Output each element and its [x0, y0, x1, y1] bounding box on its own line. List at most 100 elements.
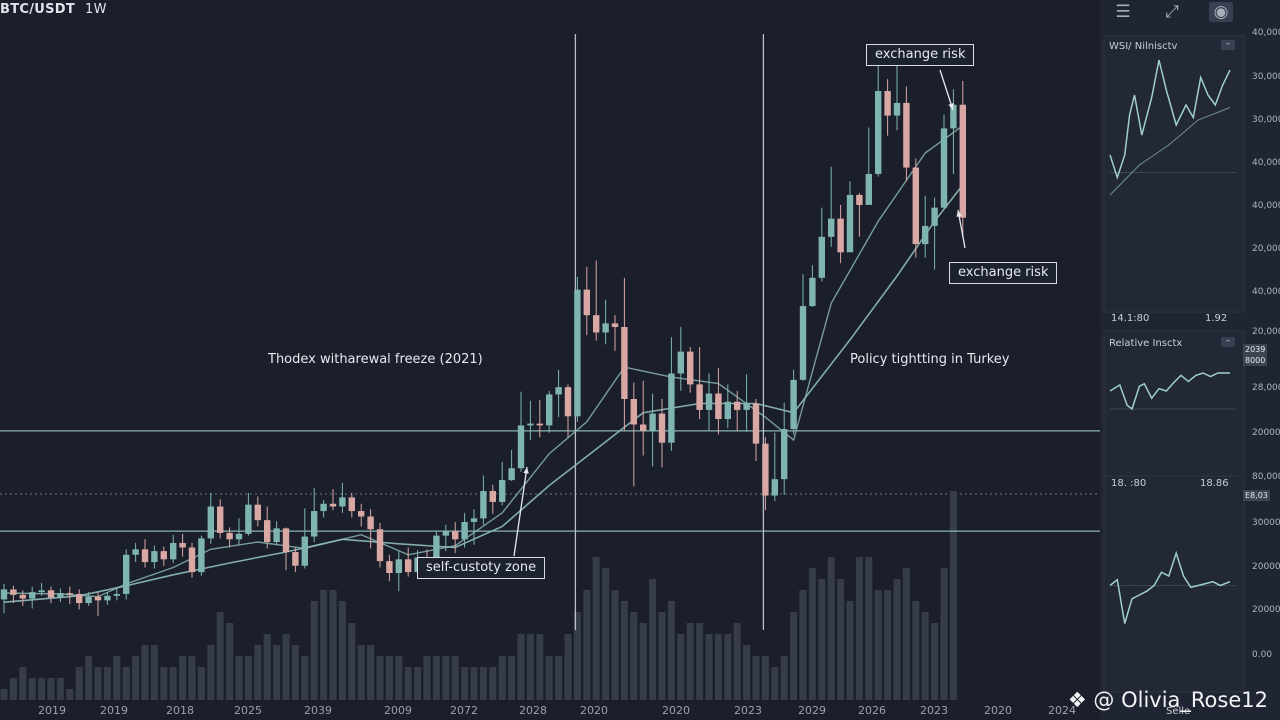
volume-bar — [160, 667, 168, 700]
volume-bar — [855, 557, 863, 700]
candle-body — [781, 429, 788, 480]
candle-body — [452, 531, 459, 540]
candle-body — [959, 104, 966, 218]
candle — [875, 59, 882, 177]
candle — [94, 592, 102, 616]
candle — [264, 506, 271, 549]
volume-bar — [611, 590, 619, 700]
candle — [198, 535, 205, 576]
volume-bar — [837, 579, 845, 700]
candle — [527, 400, 534, 440]
x-tick-label: 2020 — [662, 704, 690, 717]
symbol-header[interactable]: BTC/USDT 1W — [0, 2, 107, 17]
volume-bar — [432, 656, 440, 700]
panel-1-y-tick: 40,000 — [1252, 287, 1280, 297]
exchange-risk-bottom-arrow-head — [956, 210, 962, 217]
interval-label[interactable]: 1W — [85, 2, 107, 17]
volume-bar — [207, 645, 215, 700]
candle-body — [395, 559, 402, 574]
volume-bar — [649, 579, 657, 700]
candle-body — [743, 403, 750, 410]
candle — [593, 260, 600, 341]
candle-body — [405, 559, 412, 573]
panel-2-y-tick: 20000 — [1252, 428, 1280, 438]
candle-body — [433, 535, 440, 571]
volume-bar — [818, 579, 826, 700]
candle — [254, 496, 261, 527]
candle — [442, 524, 449, 552]
volume-bar — [423, 656, 431, 700]
panel-1-line — [1109, 59, 1231, 180]
candle-body — [611, 323, 619, 328]
panel-1-collapse-button[interactable]: – — [1221, 40, 1235, 50]
volume-bar — [874, 590, 882, 700]
panel-2-y-tick: 20,000 — [1252, 327, 1280, 337]
volume-bar — [865, 557, 873, 700]
candle — [104, 592, 111, 605]
volume-bar — [122, 667, 130, 700]
volume-bar — [799, 590, 807, 700]
volume-bar — [630, 612, 638, 700]
moving-averages — [3, 125, 964, 603]
candle — [743, 374, 750, 432]
volume-bar — [893, 579, 901, 700]
volume-bar — [188, 656, 196, 700]
panel-2-collapse-button[interactable]: – — [1221, 337, 1235, 347]
volume-bar — [414, 667, 422, 700]
volume-bar — [75, 667, 83, 700]
candle-body — [640, 424, 647, 431]
volume-bar — [808, 568, 816, 700]
camera-icon[interactable]: ◉ — [1209, 2, 1233, 22]
volume-bar — [526, 634, 534, 700]
volume-bar — [103, 667, 111, 700]
plot-background — [0, 0, 1100, 720]
volume-bar — [85, 656, 93, 700]
candle-body — [348, 497, 355, 512]
candle — [912, 158, 919, 258]
volume-bar — [677, 634, 685, 700]
candle-body — [724, 401, 731, 420]
candle — [273, 521, 280, 545]
candle-body — [837, 218, 844, 253]
candle-body — [123, 554, 130, 594]
volume-bar — [912, 601, 920, 700]
candle — [536, 399, 543, 438]
candle — [226, 527, 233, 548]
volume-bar — [921, 612, 929, 700]
volume-bar — [517, 634, 525, 700]
volume-bar — [620, 601, 628, 700]
expand-icon[interactable]: ⤢ — [1165, 2, 1179, 22]
panel-2-footer-left: 18. :80 — [1111, 478, 1147, 489]
volume-bar — [498, 656, 506, 700]
candle-body — [856, 194, 863, 205]
volume-bar — [141, 645, 149, 700]
candle — [837, 204, 844, 264]
candle — [809, 265, 816, 307]
candle — [188, 542, 196, 578]
x-tick-label: 2019 — [38, 704, 66, 717]
watermark: ❖ @ Olivia_Rose12 — [1068, 688, 1268, 712]
panel-1-y-tick: 40,000 — [1252, 158, 1280, 168]
candle-body — [339, 497, 346, 507]
volume-bar — [179, 656, 187, 700]
menu-icon[interactable]: ☰ — [1115, 2, 1131, 22]
candle-body — [141, 549, 149, 563]
candle — [668, 337, 675, 451]
candle — [10, 585, 17, 604]
candle — [555, 369, 562, 418]
volume-bar — [508, 656, 516, 700]
candle-body — [696, 384, 703, 410]
candle — [376, 522, 384, 568]
candle-body — [329, 503, 337, 507]
x-tick-label: 2023 — [734, 704, 762, 717]
x-tick-label: 2020 — [580, 704, 608, 717]
candle-body — [828, 218, 835, 237]
candle — [508, 450, 515, 481]
candle-body — [734, 401, 741, 410]
x-tick-label: 2019 — [100, 704, 128, 717]
candle-body — [292, 552, 299, 566]
volume-bar — [395, 656, 403, 700]
volume-bar — [846, 601, 854, 700]
thodex-freeze-label: Thodex witharewal freeze (2021) — [268, 352, 483, 367]
